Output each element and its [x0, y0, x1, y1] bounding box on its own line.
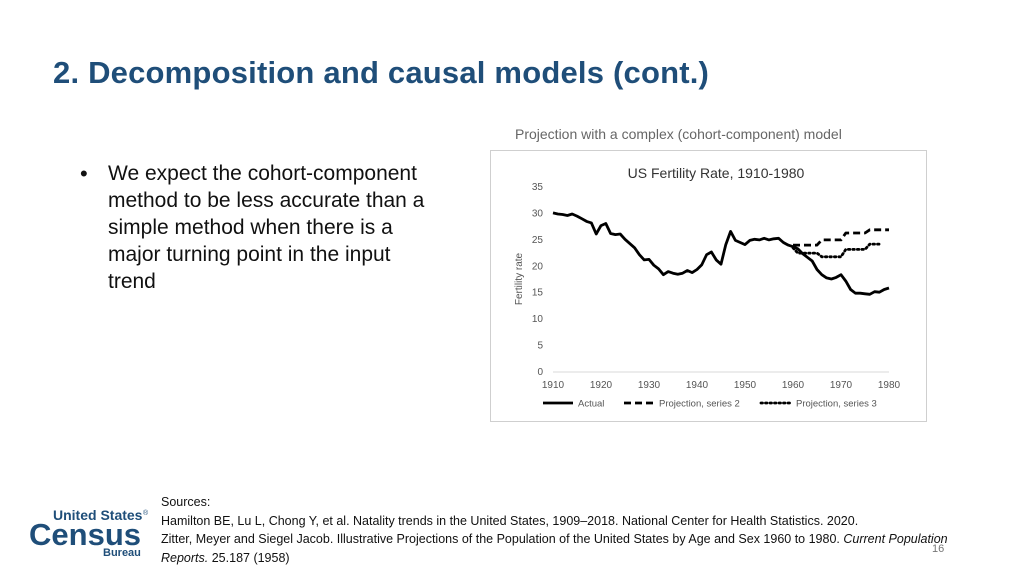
series-line-3	[791, 242, 881, 259]
logo-registered: ®	[143, 509, 149, 517]
logo-census: Census	[29, 517, 141, 552]
x-tick-label: 1980	[878, 380, 901, 391]
chart-caption: Projection with a complex (cohort-compon…	[515, 126, 842, 142]
source-citation-2: Zitter, Meyer and Siegel Jacob. Illustra…	[161, 530, 961, 567]
y-tick-label: 25	[532, 235, 544, 246]
series-line-2	[793, 228, 889, 247]
slide-title: 2. Decomposition and causal models (cont…	[53, 55, 710, 90]
source-citation-2-journal: Current Population Reports.	[161, 532, 948, 565]
bullet-list: We expect the cohort-component method to…	[80, 160, 440, 295]
legend-label: Projection, series 2	[659, 399, 740, 410]
y-tick-label: 10	[532, 314, 544, 325]
logo-united-states: United States	[53, 507, 143, 523]
source-citation-2-issue: 25.187 (1958)	[211, 550, 290, 565]
x-tick-label: 1950	[734, 380, 757, 391]
legend-label: Projection, series 3	[796, 399, 877, 410]
y-tick-label: 0	[537, 367, 543, 378]
chart-title: US Fertility Rate, 1910-1980	[628, 165, 805, 181]
source-citation-1: Hamilton BE, Lu L, Chong Y, et al. Natal…	[161, 513, 859, 528]
x-tick-label: 1930	[638, 380, 661, 391]
chart-y-axis-label: Fertility rate	[514, 252, 525, 305]
y-tick-label: 15	[532, 288, 544, 299]
x-axis-ticks: 1910 1920 1930 1940 1950 1960 1970 1980	[542, 380, 901, 391]
y-tick-label: 30	[532, 208, 544, 219]
legend-label: Actual	[578, 399, 604, 410]
series-lines	[552, 211, 890, 296]
bullet-item: We expect the cohort-component method to…	[80, 160, 440, 295]
y-tick-label: 20	[532, 261, 544, 272]
x-tick-label: 1920	[590, 380, 613, 391]
chart-legend: Actual Projection, series 2 Projection, se…	[543, 399, 877, 410]
x-tick-label: 1960	[782, 380, 805, 391]
x-tick-label: 1940	[686, 380, 709, 391]
y-tick-label: 5	[537, 341, 543, 352]
fertility-chart: US Fertility Rate, 1910-1980 Fertility r…	[490, 150, 927, 422]
logo-bureau: Bureau	[103, 547, 141, 557]
x-tick-label: 1910	[542, 380, 565, 391]
census-bureau-logo: United States ® Census Bureau	[27, 505, 153, 559]
x-tick-label: 1970	[830, 380, 853, 391]
y-axis-ticks: 0 5 10 15 20 25 30 35	[532, 182, 544, 378]
source-citation-2-text: Zitter, Meyer and Siegel Jacob. Illustra…	[161, 532, 840, 546]
series-line-1	[552, 211, 890, 296]
page-number: 16	[932, 543, 945, 555]
sources-heading: Sources:	[161, 495, 211, 509]
y-tick-label: 35	[532, 182, 544, 193]
sources-block: Sources: Hamilton BE, Lu L, Chong Y, et …	[161, 493, 961, 567]
fertility-chart-svg: US Fertility Rate, 1910-1980 Fertility r…	[514, 165, 901, 410]
